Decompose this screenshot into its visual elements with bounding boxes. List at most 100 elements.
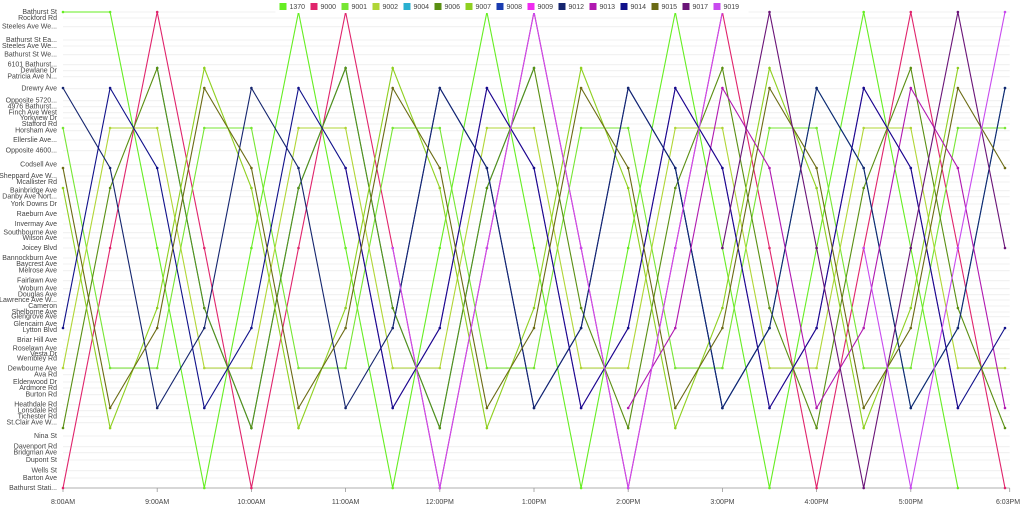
point (532, 366, 536, 370)
point (532, 66, 536, 70)
y-tick-label: Lawrence Ave W... (0, 297, 57, 304)
legend-swatch (620, 3, 628, 10)
point (721, 366, 724, 370)
point (768, 366, 771, 370)
point (155, 246, 159, 250)
point (202, 126, 206, 130)
point (1003, 406, 1007, 410)
y-tick-label: Codsell Ave (20, 162, 57, 169)
point (391, 486, 394, 490)
y-tick-label: Ava Rd (34, 372, 57, 379)
point (862, 86, 865, 90)
point (815, 486, 818, 490)
y-tick-label: Ellerslie Ave... (13, 137, 57, 144)
point (626, 406, 630, 410)
legend-swatch (713, 3, 721, 10)
y-tick-label: Opposite 4600... (6, 148, 57, 155)
point (391, 406, 394, 410)
y-tick-label: Bathurst St (22, 9, 57, 16)
point (768, 86, 771, 90)
point (250, 86, 253, 90)
point (768, 10, 771, 14)
point (626, 366, 630, 370)
y-tick-label: Wells St (31, 468, 57, 475)
x-tick-label: 10:00AM (237, 499, 265, 506)
point (768, 246, 771, 250)
y-tick-label: Horsham Ave (15, 128, 57, 135)
point (61, 10, 65, 14)
series-0 (61, 10, 960, 490)
point (626, 486, 630, 490)
point (202, 486, 206, 490)
y-tick-label: Vesta Dr (30, 351, 58, 358)
y-tick-label: Dupont St (26, 457, 57, 464)
point (673, 186, 677, 190)
point (815, 166, 818, 170)
y-tick-label: Melrose Ave (19, 268, 57, 275)
point (438, 366, 442, 370)
point (579, 406, 583, 410)
point (956, 126, 960, 130)
legend-label: 9019 (724, 4, 740, 11)
point (956, 306, 960, 310)
point (108, 246, 112, 250)
x-tick-label: 11:00AM (332, 499, 360, 506)
point (202, 366, 206, 370)
point (673, 126, 677, 130)
point (768, 326, 771, 330)
point (768, 166, 771, 170)
legend-label: 9014 (631, 4, 647, 11)
series-2 (61, 126, 1007, 370)
point (155, 166, 159, 170)
point (297, 166, 300, 170)
y-tick-label: 6101 Bathurst... (8, 62, 57, 69)
point (485, 246, 489, 250)
y-tick-label: Patricia Ave N... (7, 74, 57, 81)
point (815, 366, 818, 370)
point (909, 406, 913, 410)
point (956, 246, 960, 250)
point (297, 426, 300, 430)
y-tick-label: Yorkview Dr (20, 115, 58, 122)
point (250, 486, 253, 490)
point (108, 126, 112, 130)
point (61, 366, 65, 370)
point (815, 186, 818, 190)
legend-swatch (434, 3, 442, 10)
series-line (392, 11, 1006, 489)
y-tick-label: Douglas Ave (18, 292, 57, 299)
point (579, 306, 583, 310)
point (768, 306, 771, 310)
point (485, 86, 489, 90)
series-12 (61, 86, 1007, 410)
point (721, 306, 724, 310)
point (202, 66, 206, 70)
point (155, 406, 159, 410)
point (250, 186, 253, 190)
point (909, 10, 913, 14)
y-tick-label: Drewry Ave (21, 86, 57, 93)
point (297, 366, 300, 370)
point (297, 86, 300, 90)
x-tick-label: 9:00AM (145, 499, 169, 506)
point (579, 486, 583, 490)
point (532, 246, 536, 250)
point (721, 66, 724, 70)
point (532, 326, 536, 330)
point (956, 10, 960, 14)
point (344, 326, 347, 330)
legend-swatch (279, 3, 287, 10)
point (438, 326, 442, 330)
point (815, 326, 818, 330)
point (485, 126, 489, 130)
point (485, 186, 489, 190)
legend-swatch (527, 3, 535, 10)
point (297, 126, 300, 130)
legend-swatch (403, 3, 411, 10)
point (1003, 126, 1007, 130)
y-tick-label: Woburn Ave (19, 286, 57, 293)
point (485, 366, 489, 370)
point (61, 486, 65, 490)
series-9 (61, 86, 1007, 410)
y-tick-label: Bathurst St We... (4, 52, 57, 59)
